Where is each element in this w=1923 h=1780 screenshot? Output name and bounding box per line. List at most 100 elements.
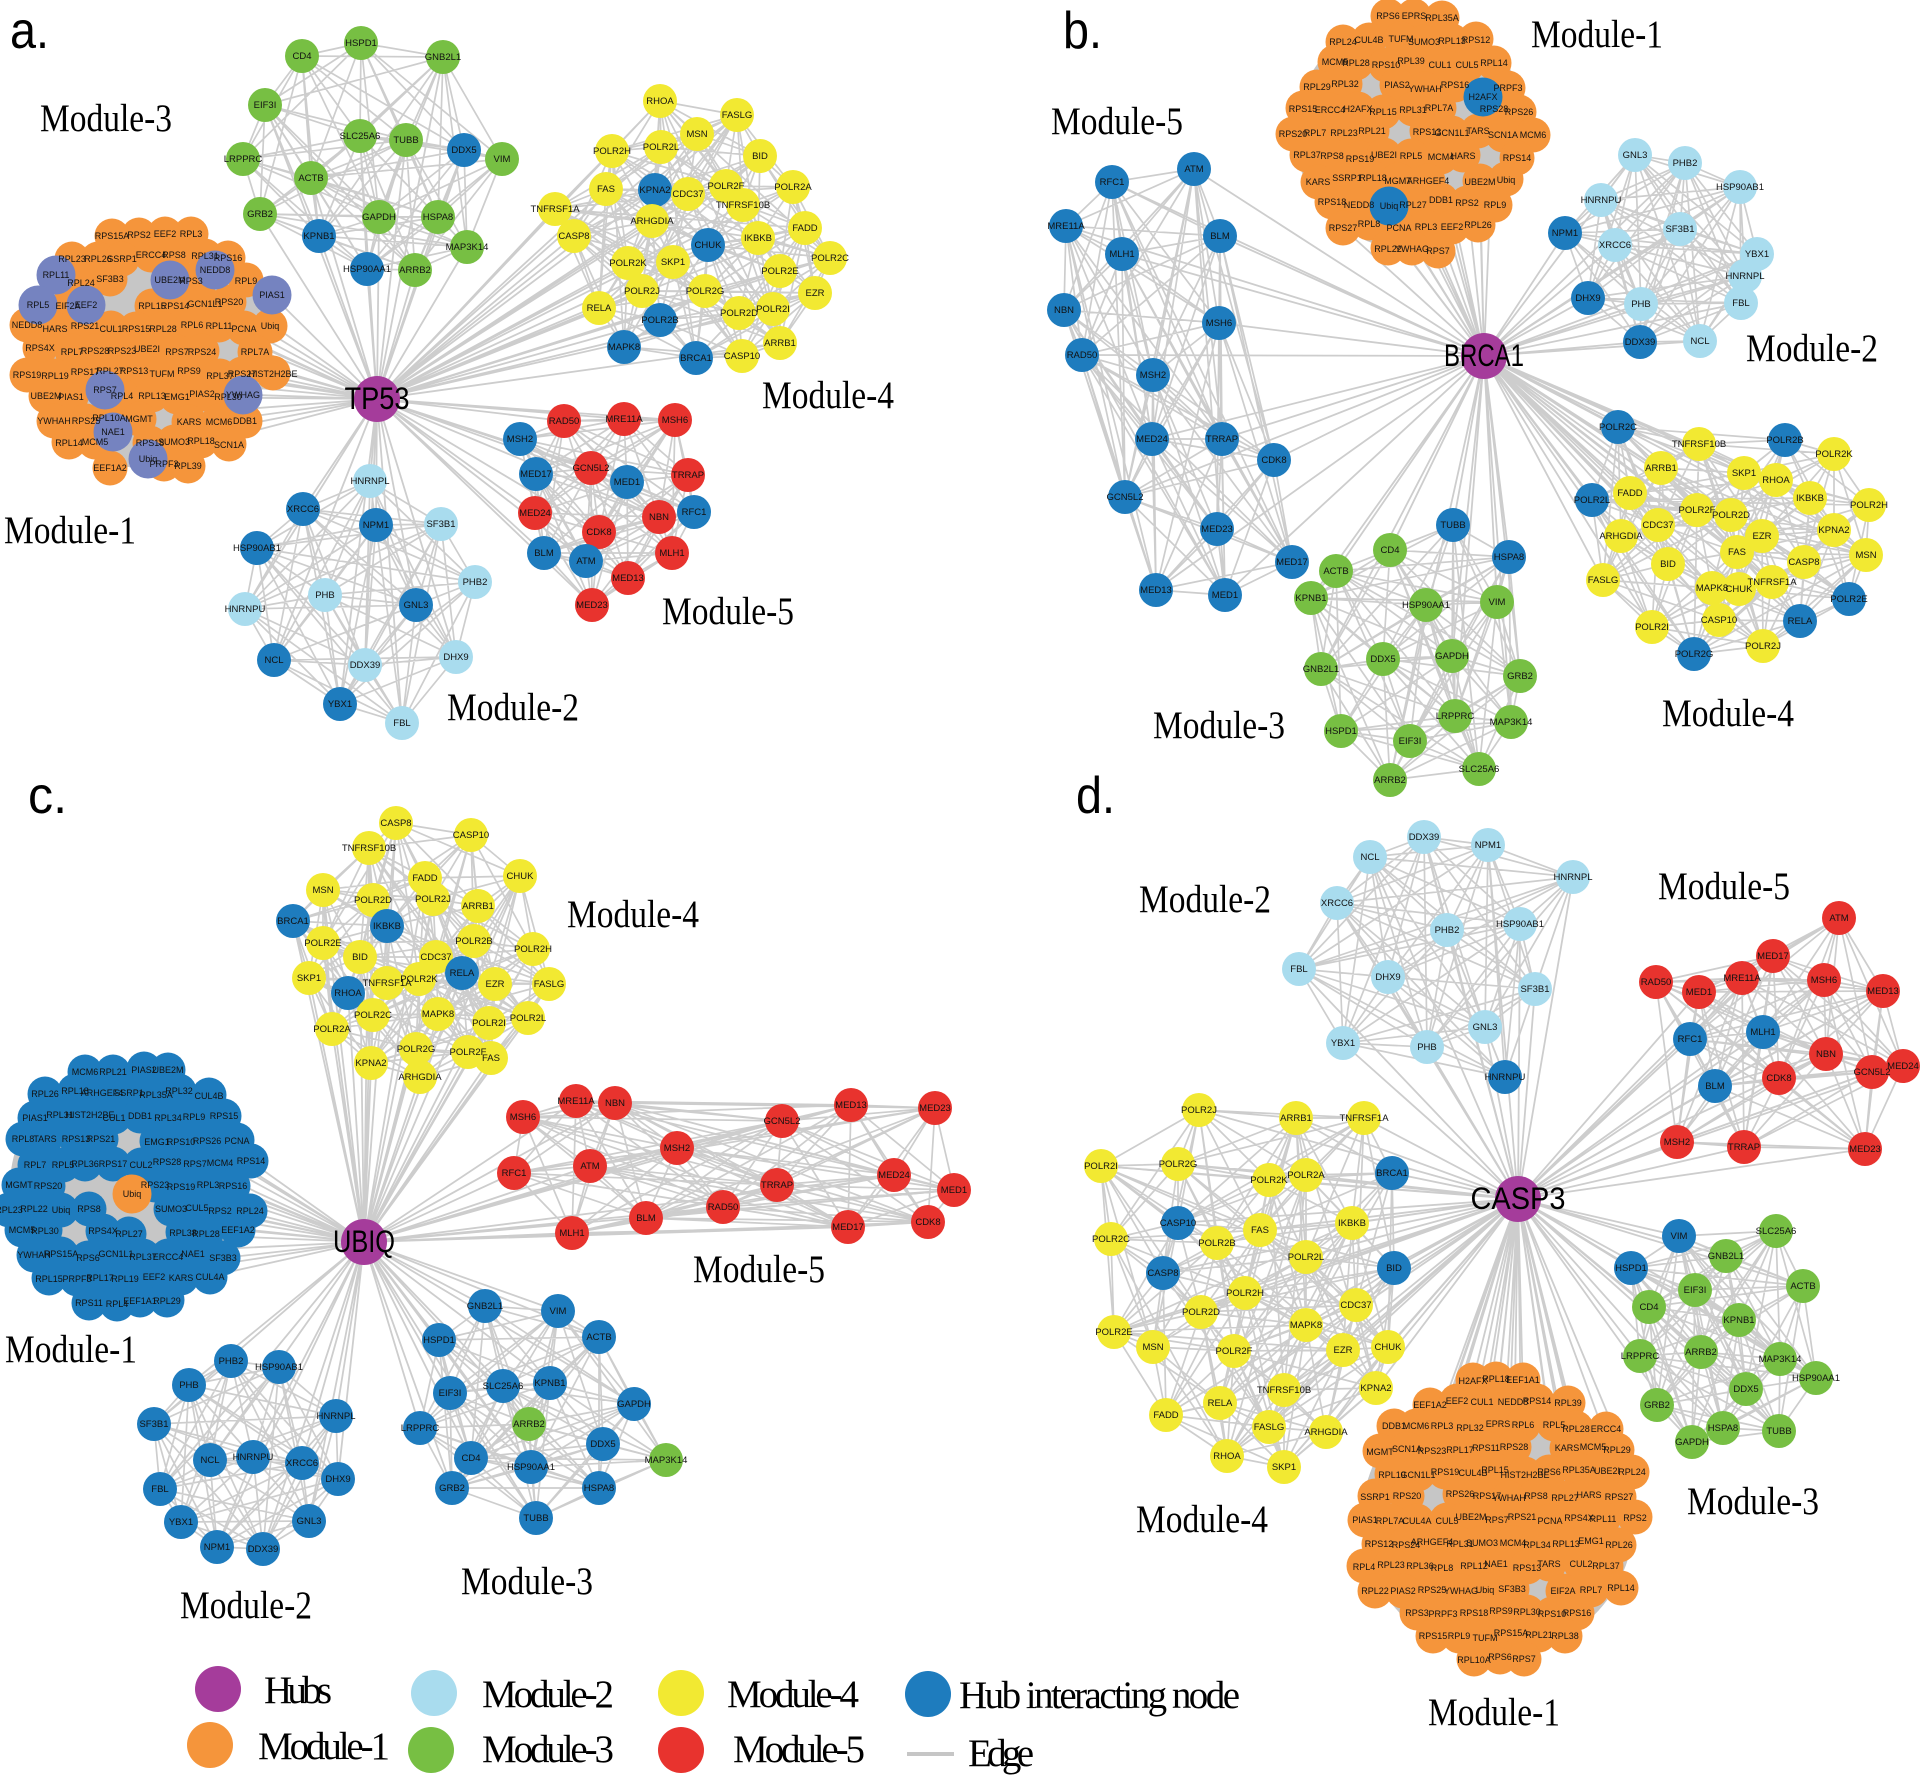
svg-text:RPS15A: RPS15A (1494, 1628, 1529, 1638)
svg-text:RPL24: RPL24 (67, 278, 95, 288)
svg-text:NCL: NCL (264, 655, 283, 666)
svg-text:FBL: FBL (1290, 964, 1307, 975)
svg-text:POLR2A: POLR2A (774, 182, 812, 193)
svg-text:ERCC4: ERCC4 (1315, 105, 1346, 115)
svg-text:MAPK8: MAPK8 (1290, 1320, 1322, 1331)
svg-text:POLR2C: POLR2C (354, 1010, 392, 1021)
svg-text:Hubs: Hubs (264, 1669, 332, 1712)
svg-text:MAPK8: MAPK8 (1696, 583, 1728, 594)
svg-text:Ubiq: Ubiq (261, 321, 280, 331)
svg-text:H2AFX: H2AFX (1458, 1376, 1487, 1386)
svg-text:RPS7: RPS7 (1426, 246, 1450, 256)
svg-text:IKBKB: IKBKB (373, 921, 401, 932)
svg-text:RHOA: RHOA (1213, 1451, 1241, 1462)
svg-text:CHUK: CHUK (695, 240, 723, 251)
svg-text:CUL5: CUL5 (1435, 1516, 1458, 1526)
svg-text:ARHGDIA: ARHGDIA (398, 1072, 442, 1083)
svg-text:GNL3: GNL3 (404, 600, 429, 611)
svg-text:RPL38: RPL38 (1551, 1631, 1579, 1641)
svg-text:TNFRSF10B: TNFRSF10B (1257, 1385, 1311, 1396)
svg-text:GCN5L2: GCN5L2 (764, 1116, 801, 1127)
svg-text:POLR2G: POLR2G (686, 286, 725, 297)
svg-text:RPL21: RPL21 (1525, 1630, 1553, 1640)
svg-text:Ubiq: Ubiq (1476, 1585, 1495, 1595)
svg-text:FASLG: FASLG (1254, 1422, 1285, 1433)
svg-text:Module-2: Module-2 (1139, 878, 1271, 921)
svg-text:ARHGDIA: ARHGDIA (1599, 531, 1643, 542)
svg-text:TUBB: TUBB (393, 135, 418, 146)
svg-text:RPL31: RPL31 (1446, 1539, 1474, 1549)
svg-text:GCN5L2: GCN5L2 (1107, 492, 1144, 503)
svg-text:GNB2L1: GNB2L1 (425, 52, 461, 63)
svg-text:RPL5: RPL5 (52, 1160, 75, 1170)
svg-text:XRCC6: XRCC6 (287, 504, 319, 515)
svg-text:RPL27: RPL27 (1551, 1493, 1579, 1503)
svg-text:RPL7: RPL7 (1304, 128, 1327, 138)
svg-text:RPS8: RPS8 (1320, 151, 1344, 161)
svg-text:PHB2: PHB2 (463, 577, 488, 588)
svg-text:RPL15: RPL15 (1481, 1465, 1509, 1475)
svg-text:RPL29: RPL29 (153, 1296, 181, 1306)
svg-text:MAPK8: MAPK8 (608, 342, 640, 353)
svg-text:RPL23: RPL23 (58, 254, 86, 264)
svg-text:RPS25: RPS25 (72, 416, 101, 426)
svg-text:RPS3: RPS3 (1405, 1608, 1429, 1618)
svg-text:ARHGDIA: ARHGDIA (630, 216, 674, 227)
svg-text:RPS15: RPS15 (1289, 104, 1318, 114)
svg-text:DDX5: DDX5 (451, 145, 476, 156)
svg-text:POLR2L: POLR2L (643, 142, 679, 153)
svg-text:RPL34: RPL34 (1523, 1540, 1551, 1550)
svg-text:YBX1: YBX1 (328, 699, 352, 710)
svg-text:GCN1L1: GCN1L1 (1434, 128, 1469, 138)
svg-text:CUL4B: CUL4B (1354, 35, 1383, 45)
svg-text:RPL14: RPL14 (1607, 1583, 1635, 1593)
svg-text:MED17: MED17 (520, 469, 552, 480)
svg-text:RPL21: RPL21 (1358, 126, 1386, 136)
svg-text:RPS14: RPS14 (161, 301, 190, 311)
svg-text:HNRNPL: HNRNPL (350, 476, 389, 487)
svg-text:RPL27: RPL27 (96, 366, 124, 376)
svg-text:NEDD8: NEDD8 (1498, 1397, 1529, 1407)
svg-text:c.: c. (28, 767, 67, 825)
svg-text:RPL30: RPL30 (214, 392, 242, 402)
svg-text:RPL24: RPL24 (1618, 1467, 1646, 1477)
svg-text:MCM6: MCM6 (1520, 130, 1547, 140)
svg-text:FBL: FBL (151, 1484, 168, 1495)
svg-text:HSP90AB1: HSP90AB1 (233, 543, 281, 554)
svg-text:CASP10: CASP10 (724, 351, 760, 362)
svg-text:RPS23: RPS23 (108, 346, 137, 356)
svg-text:FBL: FBL (393, 718, 410, 729)
svg-text:POLR2B: POLR2B (455, 936, 493, 947)
svg-text:PRPF3: PRPF3 (62, 1274, 91, 1284)
svg-text:LRPPRC: LRPPRC (401, 1423, 440, 1434)
svg-text:NBN: NBN (1816, 1049, 1836, 1060)
svg-text:BRCA1: BRCA1 (277, 916, 309, 927)
svg-text:RPL36: RPL36 (1406, 1561, 1434, 1571)
svg-text:CDC37: CDC37 (1642, 520, 1673, 531)
svg-text:RELA: RELA (450, 968, 475, 979)
svg-text:VIM: VIM (1671, 1231, 1688, 1242)
svg-text:EEF1A2: EEF1A2 (221, 1225, 255, 1235)
svg-text:RFC1: RFC1 (502, 1168, 527, 1179)
svg-text:MLH1: MLH1 (659, 548, 684, 559)
svg-text:FADD: FADD (1153, 1410, 1178, 1421)
svg-text:ARRB2: ARRB2 (1374, 775, 1406, 786)
svg-text:MED24: MED24 (519, 508, 551, 519)
svg-text:RPL26: RPL26 (1464, 220, 1492, 230)
svg-text:SF3B1: SF3B1 (426, 519, 455, 530)
svg-text:MED1: MED1 (614, 477, 640, 488)
svg-text:RPS7: RPS7 (1485, 1515, 1509, 1525)
svg-text:POLR2D: POLR2D (1182, 1307, 1220, 1318)
svg-text:RPL18: RPL18 (1482, 1374, 1510, 1384)
svg-text:XRCC6: XRCC6 (1321, 898, 1353, 909)
svg-text:NPM1: NPM1 (363, 520, 389, 531)
svg-text:RPS7: RPS7 (165, 347, 189, 357)
svg-text:EZR: EZR (806, 288, 825, 299)
svg-text:SF3B1: SF3B1 (1520, 984, 1549, 995)
svg-text:TNFRSF10B: TNFRSF10B (716, 200, 770, 211)
svg-text:CD4: CD4 (1639, 1302, 1658, 1313)
svg-text:RPL14: RPL14 (55, 438, 83, 448)
svg-text:RPL15: RPL15 (138, 301, 166, 311)
svg-text:EIF3I: EIF3I (254, 100, 277, 111)
svg-text:GNL3: GNL3 (1623, 150, 1648, 161)
